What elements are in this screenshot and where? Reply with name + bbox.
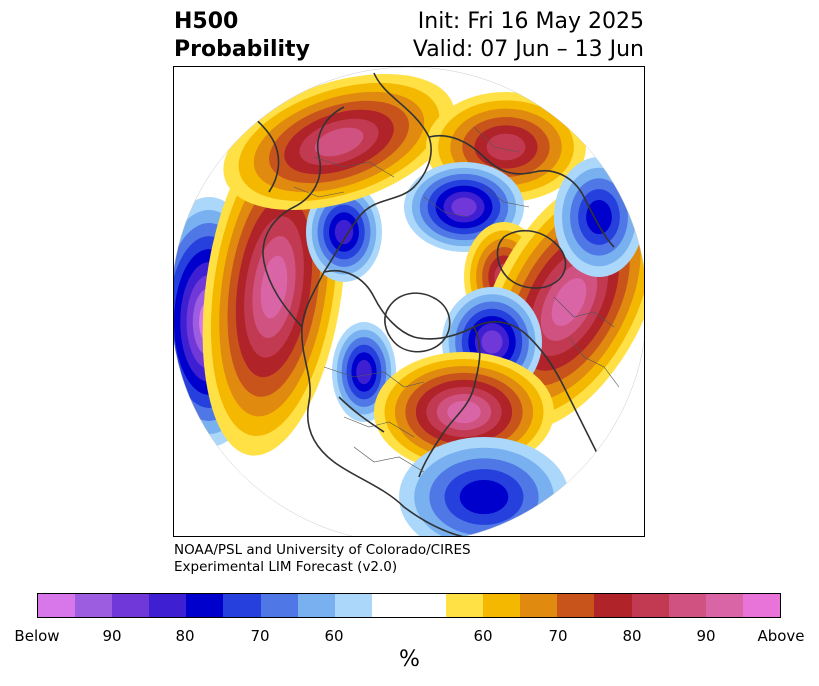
colorbar-segment [149,594,187,617]
colorbar-segment [705,594,743,617]
contour-band [481,330,503,354]
colorbar-tick-label: 80 [175,627,195,645]
colorbar-unit: % [399,647,420,672]
map-canvas [174,67,644,536]
colorbar-tick-label: Above [757,627,805,645]
forecast-dates: Init: Fri 16 May 2025 Valid: 07 Jun – 13… [413,8,644,64]
anomaly-atlantic-low [399,437,569,536]
anomaly-mediterranean-low [554,157,644,277]
contour-band [260,255,288,319]
colorbar-segment [334,594,372,617]
contour-band [451,197,477,217]
colorbar-tick-label: 90 [696,627,716,645]
probability-map [173,66,645,537]
colorbar-segment [594,594,632,617]
contour-band [447,400,481,424]
colorbar-segment [223,594,261,617]
colorbar-tick-label: 70 [548,627,568,645]
init-date: Init: Fri 16 May 2025 [417,9,644,34]
contour-band [586,199,612,235]
probability-colorbar [37,593,781,618]
colorbar-segment [186,594,224,617]
anomaly-canada-low [332,322,396,422]
contour-band [551,278,587,326]
credit-line-1: NOAA/PSL and University of Colorado/CIRE… [174,542,471,558]
anomaly-north-siberia-high [223,73,455,211]
colorbar-segment [520,594,558,617]
colorbar-tick-label: 90 [102,627,122,645]
colorbar-segment [75,594,113,617]
colorbar-segment [297,594,335,617]
colorbar-segment [742,594,780,617]
colorbar-segment [668,594,706,617]
title-variable: H500 [174,9,239,34]
political-borders [293,126,620,473]
colorbar-segment [260,594,298,617]
map-title: H500 Probability [174,8,310,64]
title-product: Probability [174,37,310,62]
colorbar-segment [483,594,521,617]
valid-range: Valid: 07 Jun – 13 Jun [412,37,644,62]
colorbar-segment [631,594,669,617]
colorbar-segment [446,594,484,617]
colorbar-segment [408,594,447,617]
north-pole-marker [404,296,414,306]
contour-band [486,133,526,161]
colorbar-tick-label: 70 [250,627,270,645]
colorbar-tick-label: 80 [622,627,642,645]
contour-band [334,219,354,245]
colorbar-segment [557,594,595,617]
credit-text: NOAA/PSL and University of Colorado/CIRE… [174,542,471,576]
colorbar-segment [112,594,150,617]
colorbar-tick-label: 60 [324,627,344,645]
credit-line-2: Experimental LIM Forecast (v2.0) [174,559,398,575]
colorbar-tick-label: 60 [473,627,493,645]
colorbar-ticks: Below 90 80 70 60 60 70 80 90 Above [0,627,819,647]
contour-band [356,359,372,385]
contour-band [314,127,364,157]
colorbar-tick-label: Below [14,627,60,645]
contour-band [459,479,509,515]
colorbar-segment [371,594,409,617]
colorbar-segment [38,594,76,617]
